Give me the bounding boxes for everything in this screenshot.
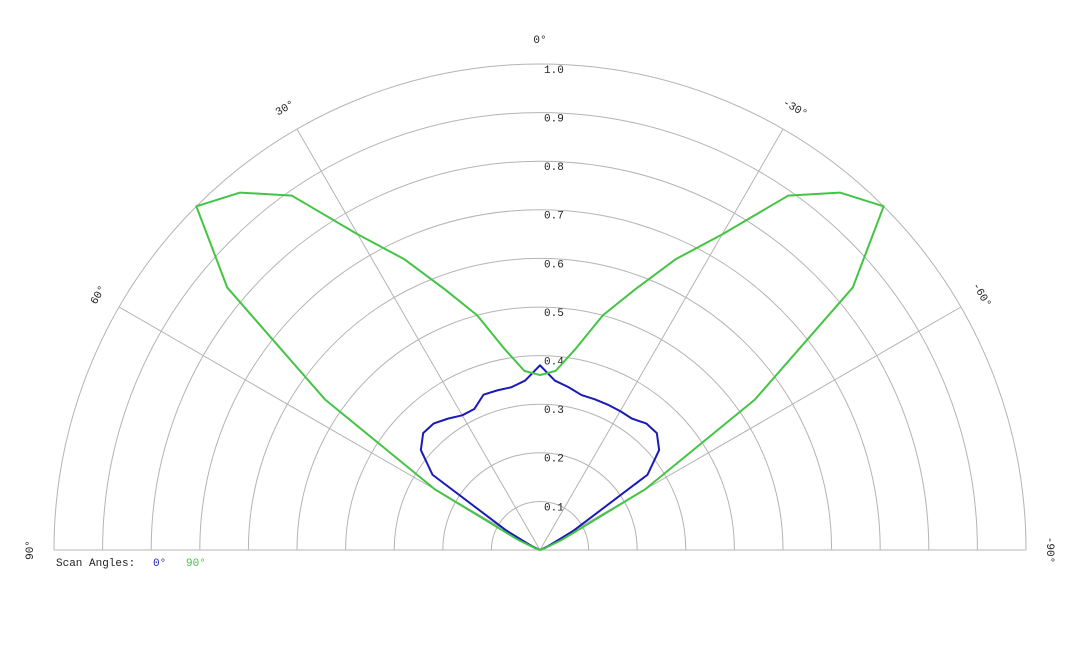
angle-tick-label: 30°: [274, 99, 297, 119]
grid-ring: [102, 112, 978, 551]
angle-tick-label: 90°: [25, 540, 37, 560]
radial-tick-label: 0.2: [544, 454, 564, 466]
grid-ring: [247, 257, 833, 551]
angle-tick-label: -30°: [780, 97, 809, 121]
radial-tick-label: 1.0: [544, 65, 564, 77]
grid-spoke: [296, 128, 541, 551]
radial-tick-label: 0.3: [544, 405, 564, 417]
series-line: [419, 364, 661, 551]
radial-tick-label: 0.8: [544, 162, 564, 174]
angle-tick-label: -60°: [969, 281, 993, 310]
grid-ring: [345, 355, 735, 551]
grid-ring: [490, 500, 590, 551]
grid-ring: [393, 403, 687, 551]
angle-tick-label: 0°: [533, 35, 546, 47]
grid-spoke: [539, 306, 962, 551]
angle-tick-label: 60°: [89, 284, 109, 307]
grid-spoke: [118, 306, 541, 551]
radial-tick-label: 0.9: [544, 114, 564, 126]
legend-entry: 90°: [186, 558, 206, 570]
radial-tick-label: 0.6: [544, 259, 564, 271]
grid-ring: [53, 63, 1027, 551]
radial-tick-label: 0.7: [544, 211, 564, 223]
radial-tick-label: 0.4: [544, 357, 564, 369]
grid-ring: [442, 452, 638, 551]
grid-ring: [296, 306, 784, 551]
grid-ring: [150, 160, 930, 551]
legend-entry: 0°: [153, 558, 166, 570]
series-line: [195, 191, 885, 551]
legend-title: Scan Angles:: [56, 558, 135, 570]
radial-tick-label: 0.1: [544, 502, 564, 514]
radial-tick-label: 0.5: [544, 308, 564, 320]
grid-spoke: [539, 128, 784, 551]
grid-ring: [199, 209, 881, 551]
angle-tick-label: -90°: [1043, 537, 1055, 563]
